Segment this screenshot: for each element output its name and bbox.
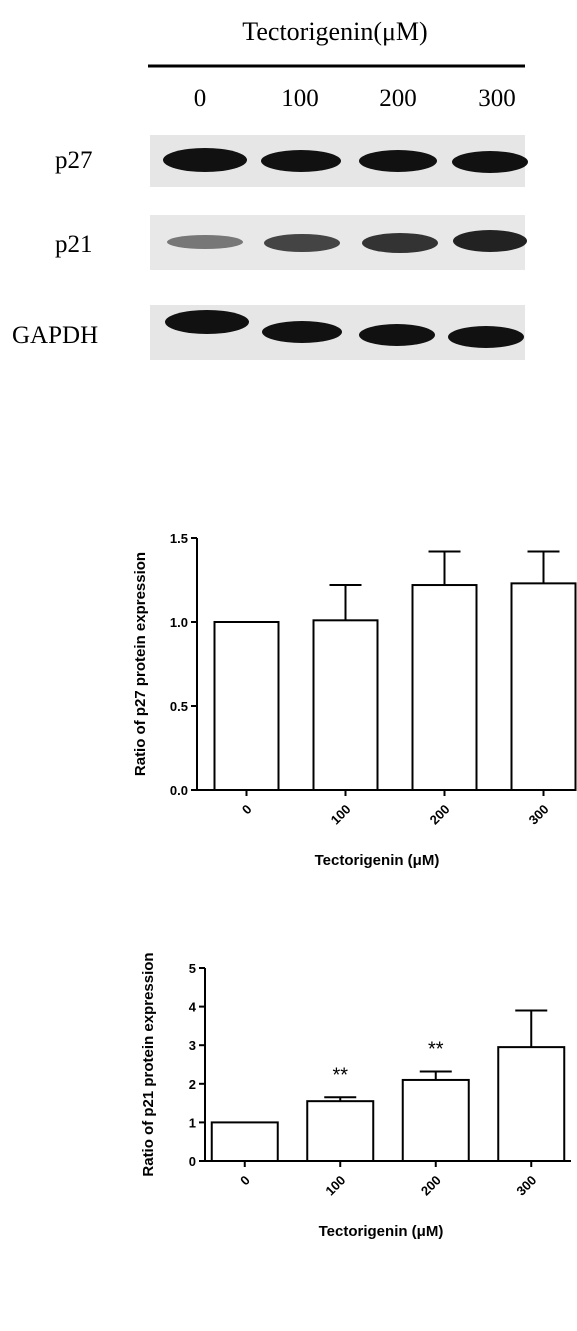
row-label: GAPDH (12, 322, 98, 349)
row-label: p27 (55, 147, 93, 174)
y-tick-label: 5 (189, 961, 196, 976)
bar (212, 1122, 278, 1161)
band (261, 150, 341, 172)
band (362, 233, 438, 253)
x-axis-label: Tectorigenin (μM) (315, 852, 440, 869)
band (453, 230, 527, 252)
y-tick-label: 3 (189, 1038, 196, 1053)
y-tick-label: 0.0 (170, 783, 188, 798)
y-tick-label: 2 (189, 1077, 196, 1092)
x-tick-label: 100 (328, 802, 354, 828)
band (262, 321, 342, 343)
x-tick-label: 200 (418, 1173, 444, 1199)
lane-label: 200 (379, 85, 417, 112)
row-label: p21 (55, 231, 93, 258)
bar (215, 622, 279, 790)
bar (314, 620, 378, 790)
x-tick-label: 0 (239, 802, 255, 818)
band (359, 324, 435, 346)
bar (512, 583, 576, 790)
y-tick-label: 1.0 (170, 615, 188, 630)
y-tick-label: 1 (189, 1115, 196, 1130)
bar (403, 1080, 469, 1161)
lane-label: 0 (194, 85, 207, 112)
band (448, 326, 524, 348)
x-tick-label: 100 (322, 1173, 348, 1199)
band (163, 148, 247, 172)
band (359, 150, 437, 172)
x-tick-label: 300 (526, 802, 552, 828)
band (167, 235, 243, 249)
bar-chart: 0.0 0.5 1.0 1.5 Ratio of p27 protein express… (132, 531, 576, 869)
x-tick-label: 0 (237, 1173, 253, 1189)
y-axis-label: Ratio of p21 protein expression (140, 952, 157, 1176)
band (264, 234, 340, 252)
western-blot: Tectorigenin(μM) 0 100 200 300 p27 p21 G… (12, 17, 528, 360)
figure: Tectorigenin(μM) 0 100 200 300 p27 p21 G… (0, 0, 577, 1331)
x-tick-label: 300 (513, 1173, 539, 1199)
bar (307, 1101, 373, 1161)
significance-label: ** (428, 1038, 444, 1060)
y-tick-label: 1.5 (170, 531, 188, 546)
bar (498, 1047, 564, 1161)
band (452, 151, 528, 173)
bar (413, 585, 477, 790)
significance-label: ** (332, 1064, 348, 1086)
band (165, 310, 249, 334)
y-axis-label: Ratio of p27 protein expression (132, 552, 149, 776)
blot-title: Tectorigenin(μM) (242, 17, 427, 46)
y-tick-label: 4 (189, 1000, 197, 1015)
lane-label: 300 (478, 85, 516, 112)
x-tick-label: 200 (427, 802, 453, 828)
bar-chart: 0 1 2 3 4 5 Ratio of p21 protein expression Tec… (140, 952, 571, 1240)
x-axis-label: Tectorigenin (μM) (319, 1223, 444, 1240)
y-tick-label: 0 (189, 1154, 196, 1169)
lane-label: 100 (281, 85, 319, 112)
y-tick-label: 0.5 (170, 699, 188, 714)
